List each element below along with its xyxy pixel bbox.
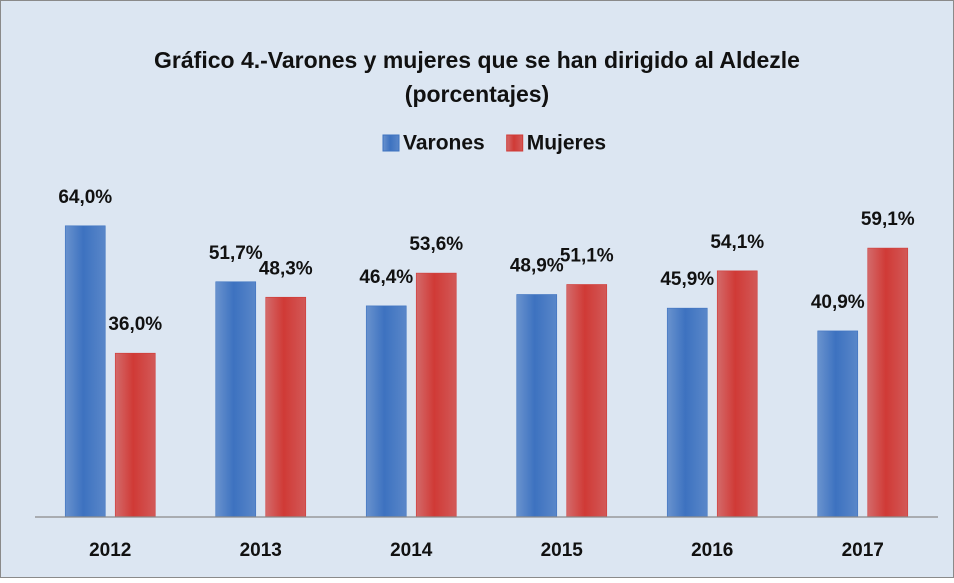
- x-tick-label: 2014: [390, 540, 433, 561]
- value-label: 54,1%: [710, 232, 764, 253]
- bar: [64, 225, 106, 518]
- legend-label: Varones: [403, 132, 485, 155]
- legend-swatch: [506, 134, 524, 152]
- x-tick-label: 2016: [691, 540, 733, 561]
- value-label: 51,7%: [209, 243, 263, 264]
- bar: [114, 352, 156, 518]
- value-label: 53,6%: [409, 234, 463, 255]
- bar: [365, 305, 407, 518]
- chart-title: Gráfico 4.-Varones y mujeres que se han …: [154, 47, 800, 73]
- value-label: 36,0%: [108, 314, 162, 335]
- value-label: 45,9%: [660, 269, 714, 290]
- bar: [415, 272, 457, 518]
- bar: [716, 270, 758, 518]
- bar: [817, 330, 859, 518]
- bar: [867, 247, 909, 518]
- value-label: 64,0%: [58, 187, 112, 208]
- chart-subtitle: (porcentajes): [405, 81, 549, 107]
- value-label: 59,1%: [861, 209, 915, 230]
- bar: [215, 281, 257, 518]
- x-tick-label: 2015: [541, 540, 584, 561]
- legend-label: Mujeres: [527, 132, 606, 155]
- bar: [666, 307, 708, 518]
- value-label: 46,4%: [359, 267, 413, 288]
- bar: [265, 296, 307, 518]
- value-label: 51,1%: [560, 246, 614, 267]
- bar: [566, 284, 608, 518]
- value-label: 48,3%: [259, 258, 313, 279]
- x-tick-label: 2012: [89, 540, 131, 561]
- value-label: 40,9%: [811, 292, 865, 313]
- x-tick-label: 2017: [842, 540, 884, 561]
- legend-swatch: [382, 134, 400, 152]
- value-label: 48,9%: [510, 256, 564, 277]
- x-tick-label: 2013: [240, 540, 282, 561]
- bar: [516, 294, 558, 518]
